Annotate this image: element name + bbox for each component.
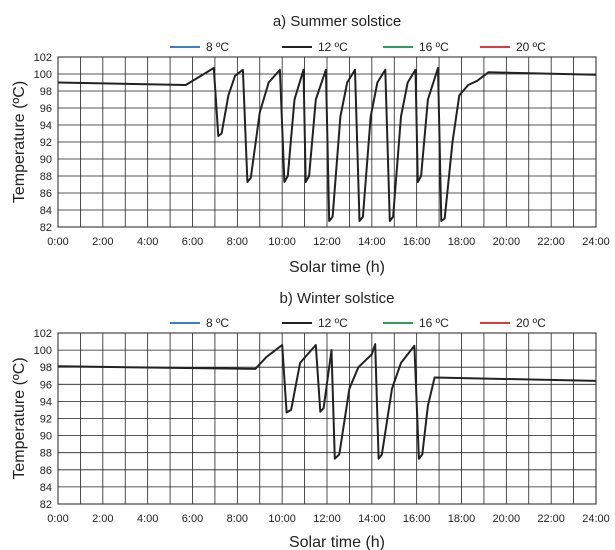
chart-2-x-tick-label: 20:00 [493,513,521,525]
chart-1-x-tick-label: 6:00 [182,236,203,248]
chart-1-x-tick-label: 8:00 [227,236,248,248]
chart-2-title: b) Winter solstice [279,290,394,307]
chart-1-x-tick-label: 0:00 [47,236,68,248]
chart-1-y-tick-label: 86 [40,188,52,200]
chart-2-x-tick-label: 22:00 [537,513,565,525]
chart-2-y-tick-label: 96 [40,379,52,391]
chart-2-y-tick-label: 82 [40,499,52,511]
chart-2-y-tick-label: 92 [40,414,52,426]
chart-2-x-tick-label: 0:00 [47,513,68,525]
chart-2-y-tick-label: 102 [34,328,52,340]
chart-2-x-axis-label: Solar time (h) [289,534,385,550]
chart-1-legend-label: 16 ºC [419,40,449,54]
chart-2-x-tick-label: 6:00 [182,513,203,525]
chart-1-x-tick-label: 14:00 [358,236,386,248]
chart-2-x-tick-label: 8:00 [227,513,248,525]
chart-2-legend-label: 16 ºC [419,316,449,330]
chart-2-y-tick-label: 84 [40,482,52,494]
chart-1-legend-label: 8 ºC [206,40,229,54]
chart-2-plot-frame [57,332,597,505]
chart-2-x-tick-label: 24:00 [582,513,610,525]
chart-2-legend-label: 12 ºC [318,316,348,330]
chart-1-x-tick-label: 12:00 [313,236,341,248]
chart-2-legend-label: 20 ºC [516,316,546,330]
chart-2-legend-label: 8 ºC [206,316,229,330]
chart-1-y-tick-label: 96 [40,103,52,115]
chart-2-y-tick-label: 100 [34,345,52,357]
chart-1-y-tick-label: 88 [40,171,52,183]
chart-1-series-line [57,67,597,222]
chart-1-x-tick-label: 2:00 [92,236,113,248]
chart-1-x-tick-label: 16:00 [403,236,431,248]
chart-2-x-tick-label: 12:00 [313,513,341,525]
chart-1-x-tick-label: 4:00 [137,236,158,248]
chart-2-x-tick-label: 18:00 [448,513,476,525]
chart-2-x-tick-label: 10:00 [268,513,296,525]
chart-2-x-tick-label: 14:00 [358,513,386,525]
chart-1-y-tick-label: 100 [34,69,52,81]
chart-2-y-tick-label: 98 [40,362,52,374]
chart-2-x-tick-label: 16:00 [403,513,431,525]
chart-1-y-tick-label: 102 [34,52,52,64]
chart-2-x-tick-label: 4:00 [137,513,158,525]
chart-1-y-tick-label: 94 [40,120,52,132]
chart-2-y-tick-label: 86 [40,465,52,477]
chart-2-y-tick-label: 88 [40,448,52,460]
chart-1-y-tick-label: 82 [40,222,52,234]
chart-1-y-tick-label: 92 [40,137,52,149]
chart-2-y-axis-label: Temperature (ºC) [11,357,28,479]
chart-2-x-tick-label: 2:00 [92,513,113,525]
chart-2-y-tick-label: 90 [40,431,52,443]
chart-1-x-tick-label: 20:00 [493,236,521,248]
chart-1-y-tick-label: 98 [40,86,52,98]
chart-1-x-axis-label: Solar time (h) [289,259,385,276]
chart-1-x-tick-label: 22:00 [537,236,565,248]
chart-2-series-line [57,343,597,460]
chart-1-plot-frame [57,56,597,228]
chart-1-title: a) Summer solstice [273,13,401,30]
chart-1-legend-label: 12 ºC [318,40,348,54]
chart-1-y-tick-label: 90 [40,154,52,166]
chart-2-y-tick-label: 94 [40,396,52,408]
chart-1-y-tick-label: 84 [40,205,52,217]
chart-1-x-tick-label: 24:00 [582,236,610,248]
chart-1-x-tick-label: 18:00 [448,236,476,248]
chart-1-legend-label: 20 ºC [516,40,546,54]
chart-1-x-tick-label: 10:00 [268,236,296,248]
chart-1-y-axis-label: Temperature (ºC) [11,81,28,203]
